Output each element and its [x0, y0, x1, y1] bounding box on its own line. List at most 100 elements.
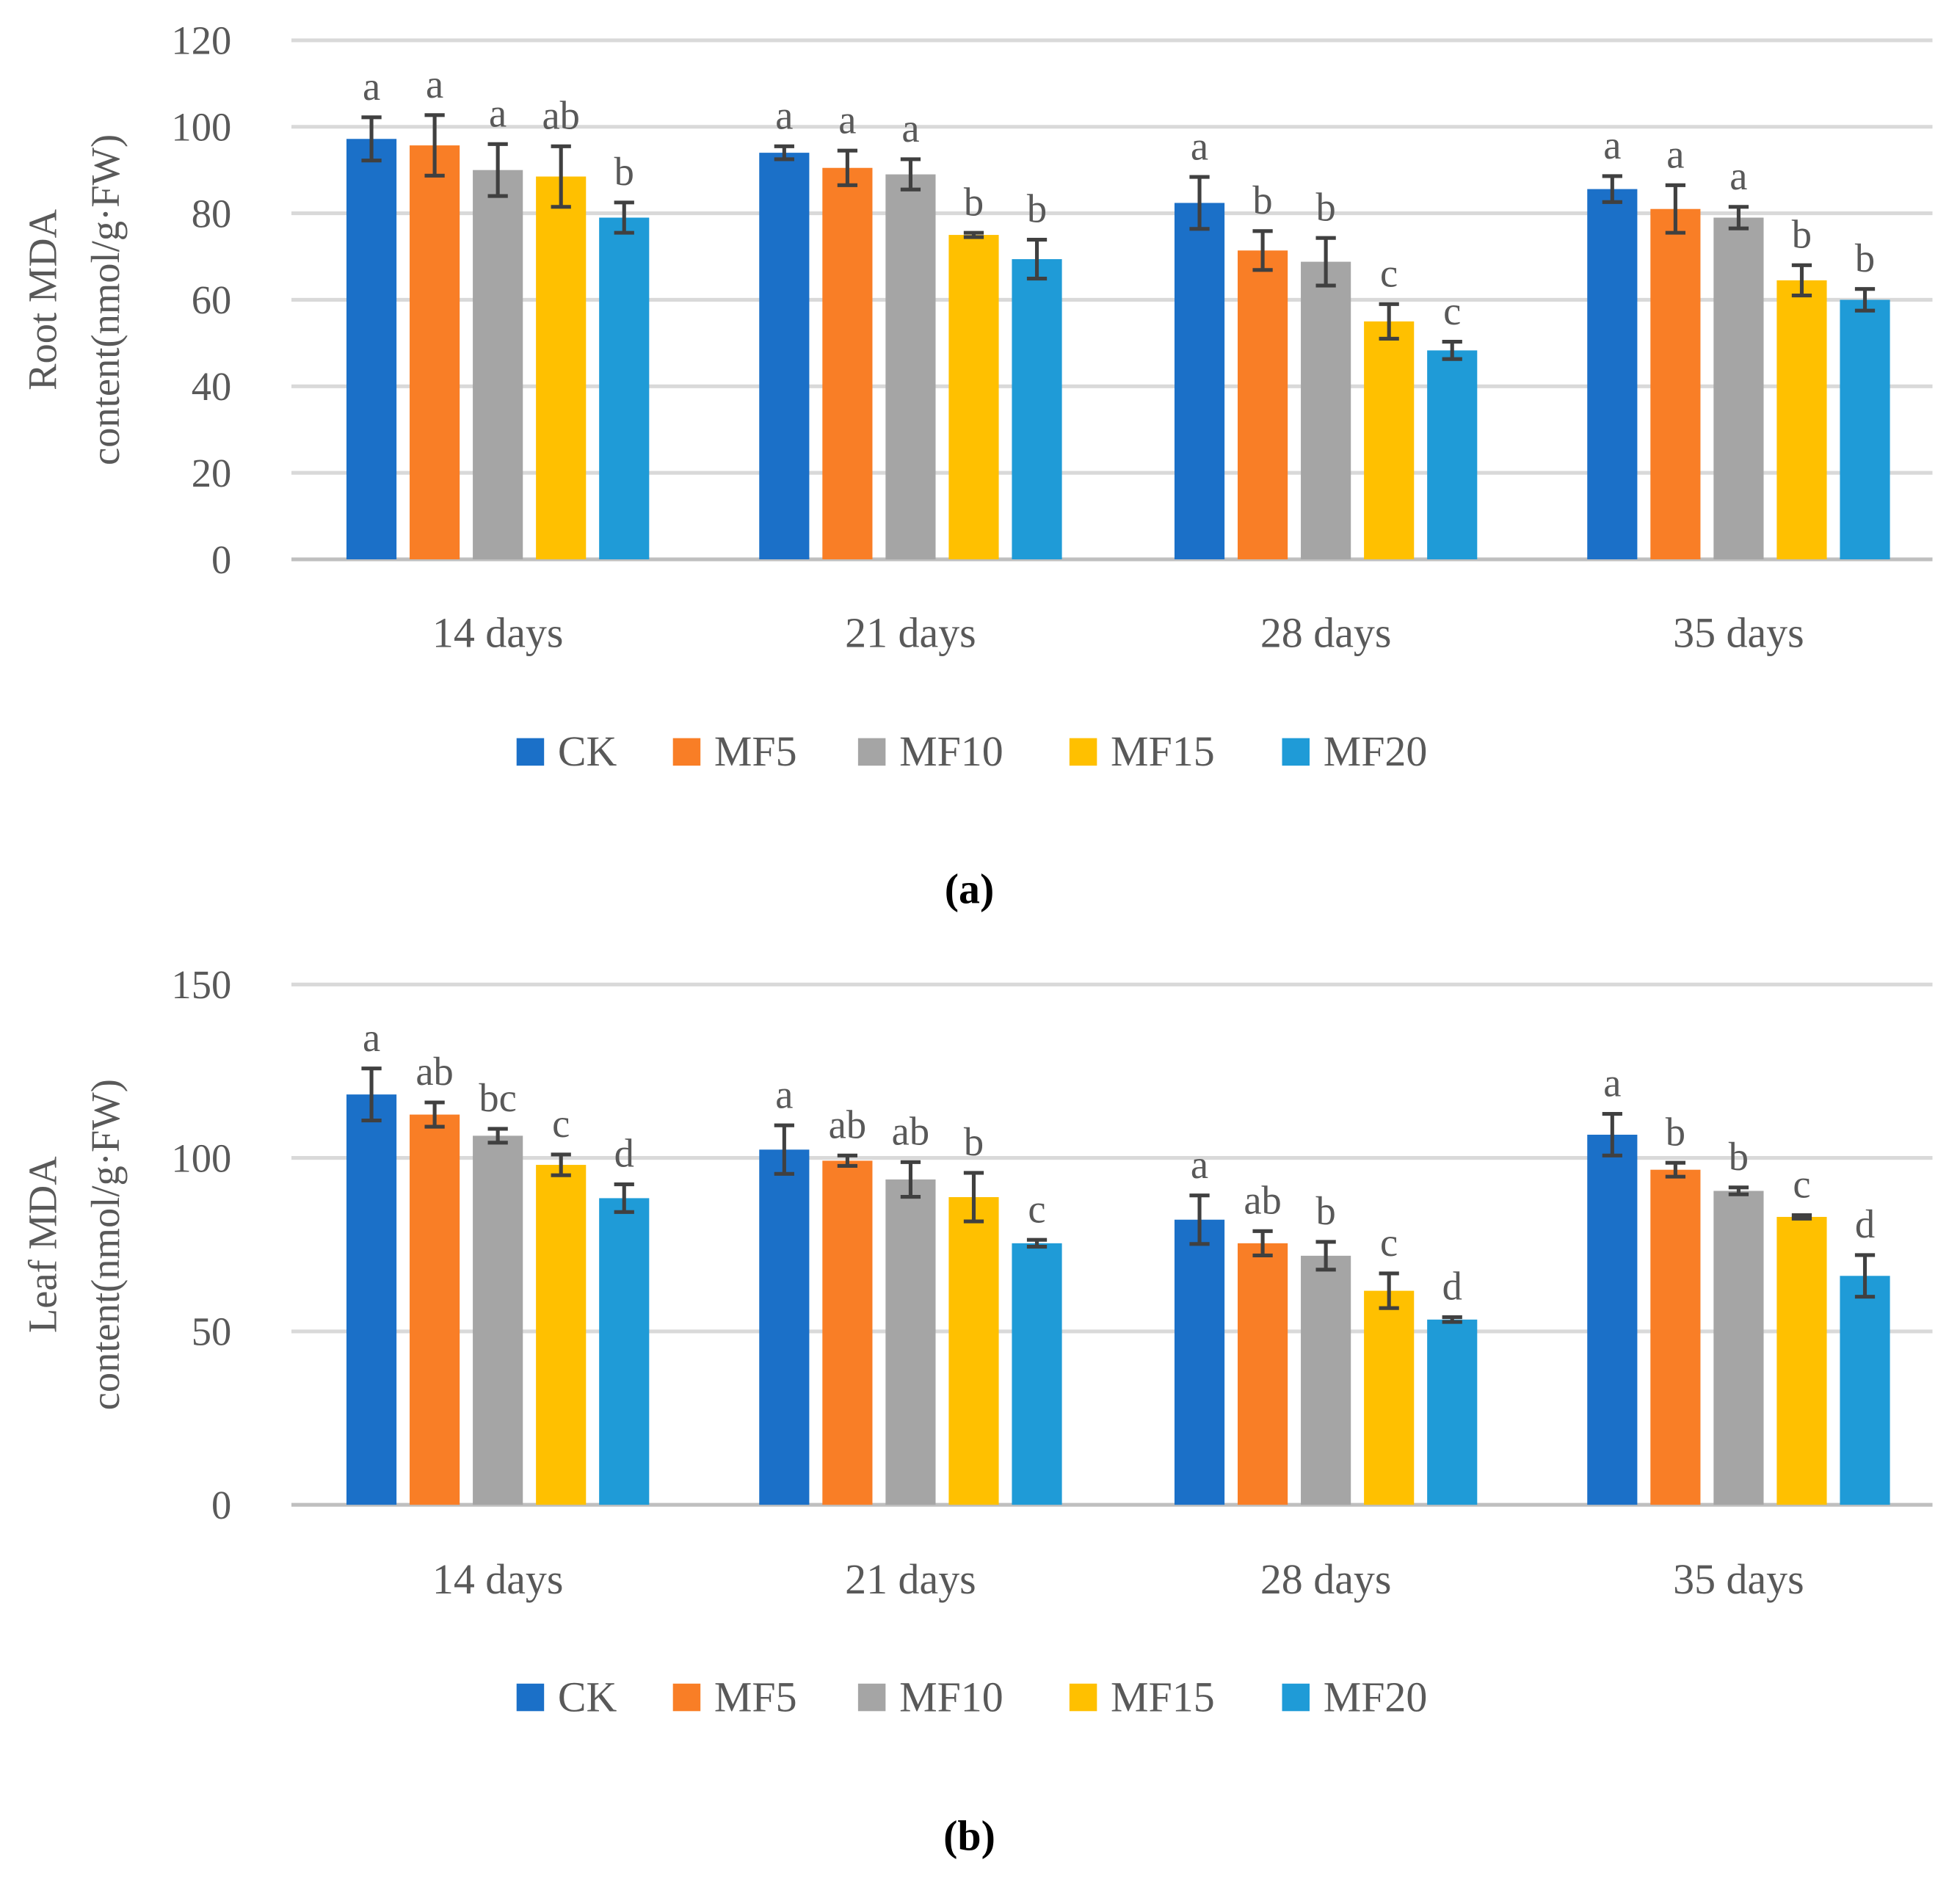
significance-letter: a [1603, 123, 1621, 167]
legend-label: CK [558, 727, 617, 775]
bar-mf20 [599, 217, 650, 560]
legend-swatch-mf5 [672, 1683, 701, 1712]
y-axis-label: content(nmol/g·FW) [83, 1079, 128, 1410]
legend-label: MF5 [714, 1673, 797, 1720]
bar-mf20 [1840, 1276, 1890, 1505]
legend-label: MF20 [1324, 727, 1428, 775]
bar-mf20 [1012, 1243, 1062, 1505]
bar-mf5 [822, 1160, 873, 1505]
y-tick-label: 100 [171, 1135, 231, 1180]
significance-letter: c [1380, 1220, 1398, 1265]
y-tick-label: 40 [192, 364, 232, 409]
significance-letter: ab [829, 1102, 866, 1146]
bar-mf5 [410, 145, 460, 560]
legend-swatch-mf20 [1282, 738, 1310, 766]
bar-mf10 [1713, 1191, 1764, 1505]
legend-swatch-ck [516, 1683, 545, 1712]
bar-mf5 [410, 1114, 460, 1505]
y-axis-label: content(nmol/g·FW) [83, 134, 128, 465]
bar-mf15 [948, 1197, 999, 1505]
legend-swatch-mf10 [857, 738, 886, 766]
panel-caption: (b) [943, 1811, 995, 1859]
significance-letter: b [614, 149, 634, 194]
bar-ck [759, 1149, 810, 1505]
y-tick-label: 100 [171, 104, 231, 149]
legend-label: MF15 [1111, 727, 1215, 775]
legend-label: MF10 [899, 727, 1003, 775]
category-label: 28 days [1260, 1555, 1392, 1603]
bar-mf10 [1301, 261, 1351, 560]
significance-letter: a [1191, 123, 1208, 168]
significance-letter: ab [415, 1049, 453, 1094]
significance-letter: c [1028, 1186, 1045, 1231]
bar-mf20 [1012, 259, 1062, 560]
bar-mf5 [1238, 250, 1288, 560]
bar-mf15 [1776, 1216, 1827, 1505]
bar-mf15 [1776, 280, 1827, 560]
significance-letter: b [1729, 1134, 1749, 1179]
bar-mf20 [1427, 350, 1478, 560]
legend-swatch-mf15 [1069, 1683, 1097, 1712]
significance-letter: d [1442, 1264, 1462, 1309]
significance-letter: a [775, 92, 793, 137]
bar-ck [1587, 189, 1638, 560]
bar-mf20 [599, 1198, 650, 1505]
category-label: 14 days [432, 608, 564, 656]
legend-label: MF10 [899, 1673, 1003, 1720]
significance-letter: a [838, 97, 856, 142]
y-tick-label: 0 [211, 1483, 231, 1527]
significance-letter: ab [1244, 1177, 1281, 1222]
significance-letter: a [363, 64, 380, 109]
bar-mf15 [536, 176, 587, 560]
bar-mf10 [473, 170, 523, 560]
bar-mf10 [885, 1179, 936, 1505]
bar-mf5 [1238, 1243, 1288, 1505]
significance-letter: a [901, 106, 919, 150]
bar-ck [346, 1094, 397, 1505]
significance-letter: ab [892, 1108, 929, 1153]
significance-letter: b [1315, 1188, 1335, 1233]
significance-letter: c [1793, 1162, 1810, 1207]
category-label: 21 days [845, 608, 976, 656]
legend-label: CK [558, 1673, 617, 1720]
bar-mf5 [822, 167, 873, 560]
legend-swatch-mf20 [1282, 1683, 1310, 1712]
significance-letter: b [964, 179, 984, 224]
y-tick-label: 150 [171, 962, 231, 1007]
significance-letter: b [1315, 184, 1335, 229]
bar-mf20 [1840, 299, 1890, 560]
y-tick-label: 60 [192, 277, 232, 322]
significance-letter: b [1792, 211, 1812, 256]
legend-swatch-mf5 [672, 738, 701, 766]
significance-letter: b [964, 1119, 984, 1164]
significance-letter: b [1855, 236, 1875, 280]
y-tick-label: 120 [171, 18, 231, 63]
bar-mf15 [1364, 321, 1415, 560]
significance-letter: b [1027, 186, 1047, 231]
legend-swatch-mf10 [857, 1683, 886, 1712]
significance-letter: a [1729, 153, 1747, 198]
category-label: 35 days [1673, 1555, 1804, 1603]
bar-mf15 [536, 1165, 587, 1505]
legend-swatch-ck [516, 738, 545, 766]
significance-letter: bc [479, 1075, 516, 1120]
legend-label: MF15 [1111, 1673, 1215, 1720]
y-axis-label: Root MDA [21, 209, 65, 390]
bar-mf15 [948, 235, 999, 560]
significance-letter: a [1191, 1142, 1208, 1187]
bar-mf10 [473, 1135, 523, 1505]
y-tick-label: 20 [192, 451, 232, 495]
bar-mf10 [1713, 217, 1764, 560]
bar-mf10 [1301, 1255, 1351, 1505]
category-label: 14 days [432, 1555, 564, 1603]
y-tick-label: 50 [192, 1309, 232, 1354]
panel-caption: (a) [945, 865, 995, 913]
y-tick-label: 80 [192, 191, 232, 236]
bar-mf10 [885, 174, 936, 560]
significance-letter: a [489, 90, 507, 135]
significance-letter: c [1443, 288, 1461, 333]
bar-ck [346, 139, 397, 560]
bar-ck [1587, 1134, 1638, 1505]
significance-letter: a [1666, 131, 1684, 176]
significance-letter: c [552, 1101, 570, 1146]
